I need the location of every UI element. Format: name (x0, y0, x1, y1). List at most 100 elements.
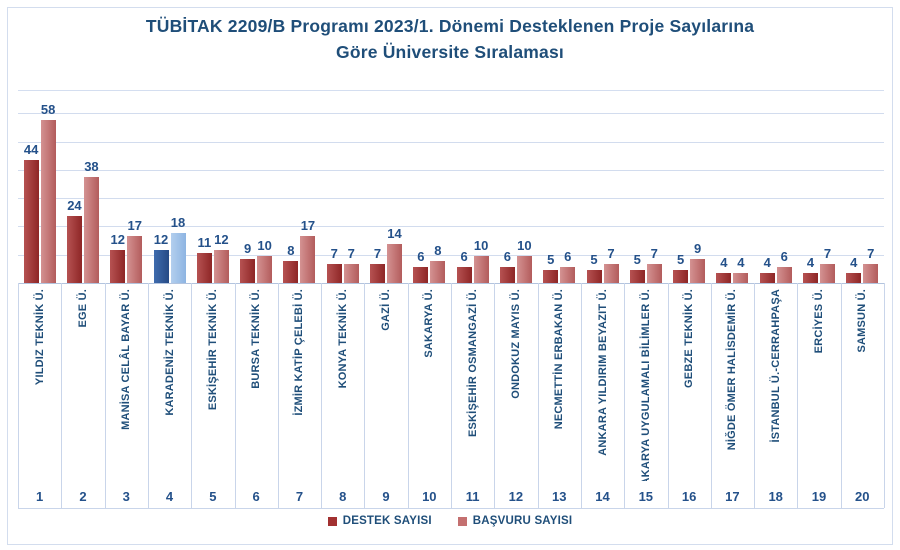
rank-label: 13 (551, 489, 567, 504)
basvuru-bar: 4 (733, 255, 749, 284)
category-cell: İSTANBUL Ü.-CERRAHPAŞA (754, 289, 797, 481)
value-label: 7 (373, 246, 382, 262)
rank-label: 5 (209, 489, 217, 504)
rank-label: 10 (422, 489, 437, 504)
category-cell: ERCİYES Ü. (797, 289, 840, 481)
destek-bar: 44 (23, 142, 39, 284)
category-slot: 6 10 (451, 91, 494, 284)
value-label: 6 (460, 249, 468, 264)
category-cell: GEBZE TEKNİK Ü. (667, 289, 710, 481)
category-label: İSTANBUL Ü.-CERRAHPAŞA (769, 289, 782, 443)
axis-bottom-line (18, 508, 884, 509)
category-cell: MANİSA CELÂL BAYAR Ü. (105, 289, 148, 481)
destek-bar: 12 (153, 232, 169, 284)
category-cell: GAZİ Ü. (364, 289, 407, 481)
value-label: 24 (67, 198, 82, 214)
category-label: ESKİŞEHİR TEKNİK Ü. (206, 289, 219, 411)
category-cell: SAKARYA UYGULAMALI BİLİMLER Ü. (624, 289, 667, 481)
category-label: BURSA TEKNİK Ü. (250, 289, 263, 389)
category-label: SAKARYA Ü. (423, 289, 436, 358)
legend-label-basvuru: BAŞVURU SAYISI (472, 515, 573, 527)
value-label: 44 (23, 141, 39, 157)
value-label: 14 (387, 226, 402, 242)
category-label: İZMİR KATİP ÇELEBİ Ü. (293, 289, 306, 416)
destek-swatch-icon (327, 516, 337, 526)
value-label: 7 (823, 246, 832, 262)
destek-bar: 4 (846, 255, 862, 284)
category-label: ANKARA YILDIRIM BEYAZIT Ü. (596, 289, 609, 456)
category-cell: SAMSUN Ü. (841, 289, 884, 481)
destek-bar: 5 (673, 252, 689, 284)
category-slot: 44 58 (18, 91, 61, 284)
gridline (18, 141, 884, 143)
rank-label: 18 (768, 489, 783, 504)
gridline (18, 226, 884, 228)
plot-area: 44 58 24 38 12 17 12 18 11 12 9 10 8 17 7 7 7 14 6 8 6 10 6 10 5… (18, 90, 884, 284)
destek-bar: 9 (240, 241, 256, 284)
category-label: SAKARYA UYGULAMALI BİLİMLER Ü. (639, 289, 652, 481)
basvuru-bar: 10 (516, 238, 532, 284)
category-slot: 24 38 (61, 91, 104, 284)
value-label: 6 (780, 249, 788, 264)
destek-bar: 6 (456, 249, 472, 284)
rank-label: 11 (465, 489, 480, 504)
category-slot: 6 10 (494, 91, 537, 284)
destek-bar: 8 (283, 243, 299, 284)
destek-bar: 7 (370, 246, 386, 284)
rank-label: 12 (508, 489, 524, 504)
value-label: 4 (720, 254, 728, 270)
destek-bar: 6 (413, 249, 429, 284)
value-label: 10 (473, 237, 489, 253)
basvuru-bar: 38 (83, 159, 99, 284)
category-slot: 11 12 (191, 91, 234, 284)
gridline (18, 198, 884, 200)
value-label: 17 (127, 217, 142, 233)
category-label: YILDIZ TEKNİK Ü. (33, 289, 46, 386)
value-label: 7 (867, 246, 875, 262)
basvuru-bar: 17 (127, 218, 143, 284)
rank-label: 9 (382, 489, 390, 504)
value-label: 5 (547, 251, 555, 267)
value-label: 6 (564, 249, 572, 264)
destek-bar: 4 (759, 255, 775, 284)
category-cell: YILDIZ TEKNİK Ü. (18, 289, 61, 481)
basvuru-bar: 8 (430, 243, 446, 284)
value-label: 7 (650, 246, 658, 262)
basvuru-bar: 6 (776, 249, 792, 284)
rank-label: 1 (36, 489, 44, 504)
value-label: 7 (347, 246, 355, 262)
basvuru-bar: 7 (603, 246, 619, 284)
value-label: 8 (434, 243, 442, 259)
value-label: 5 (676, 251, 685, 267)
value-label: 12 (214, 232, 229, 247)
legend-item-basvuru: BAŞVURU SAYISI (457, 515, 573, 527)
value-label: 17 (300, 217, 316, 233)
basvuru-bar: 9 (690, 241, 706, 284)
rank-label: 15 (638, 489, 654, 504)
category-cell: ONDOKUZ MAYIS Ü. (494, 289, 537, 481)
basvuru-bar: 7 (819, 246, 835, 284)
basvuru-bar: 7 (343, 246, 359, 284)
gridline (18, 254, 884, 256)
basvuru-bar: 10 (257, 238, 273, 284)
category-cell: SAKARYA Ü. (408, 289, 451, 481)
category-slot: 12 18 (148, 91, 191, 284)
category-cell: EGE Ü. (61, 289, 104, 481)
category-label: ESKİŞEHİR OSMANGAZİ Ü. (466, 289, 479, 438)
legend-label-destek: DESTEK SAYISI (342, 515, 432, 527)
value-label: 5 (633, 251, 641, 267)
destek-bar: 6 (499, 249, 515, 284)
category-slot: 9 10 (234, 91, 277, 284)
value-label: 38 (84, 158, 99, 174)
category-slot: 12 17 (105, 91, 148, 284)
rank-label: 19 (811, 489, 827, 504)
